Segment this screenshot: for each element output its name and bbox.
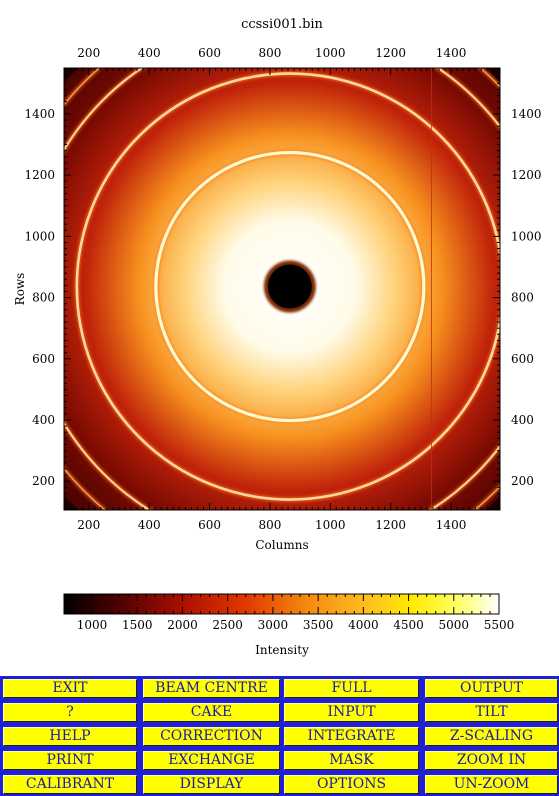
y-tick-label-left: 1200 bbox=[24, 168, 55, 182]
diffraction-image[interactable] bbox=[0, 0, 559, 676]
colorbar-tick-label: 5000 bbox=[439, 618, 470, 632]
x-tick-label-top: 1200 bbox=[375, 46, 406, 60]
command-button-panel: EXIT BEAM CENTRE FULL OUTPUT? CAKE INPUT TILT H… bbox=[0, 676, 559, 796]
y-tick-label-right: 200 bbox=[511, 474, 534, 488]
colorbar-tick-label: 2500 bbox=[212, 618, 243, 632]
y-tick-label-right: 1400 bbox=[511, 107, 542, 121]
x-tick-label-top: 400 bbox=[138, 46, 161, 60]
output-button[interactable]: OUTPUT bbox=[425, 679, 558, 698]
y-tick-label-right: 1000 bbox=[511, 229, 542, 243]
y-axis-label: Rows bbox=[13, 273, 27, 306]
print-button[interactable]: PRINT bbox=[3, 751, 137, 770]
tilt-button[interactable]: TILT bbox=[425, 703, 558, 722]
x-tick-label-bottom: 1400 bbox=[436, 518, 467, 532]
correction-button[interactable]: CORRECTION bbox=[143, 727, 280, 746]
integrate-button[interactable]: INTEGRATE bbox=[284, 727, 419, 746]
y-tick-label-left: 400 bbox=[32, 413, 55, 427]
colorbar-tick-label: 5500 bbox=[484, 618, 515, 632]
un-zoom-button[interactable]: UN-ZOOM bbox=[425, 775, 558, 794]
display-button[interactable]: DISPLAY bbox=[143, 775, 280, 794]
x-tick-label-top: 1000 bbox=[315, 46, 346, 60]
full-button[interactable]: FULL bbox=[284, 679, 419, 698]
x-tick-label-top: 800 bbox=[258, 46, 281, 60]
diffraction-ring bbox=[154, 150, 426, 423]
y-tick-label-left: 1000 bbox=[24, 229, 55, 243]
x-tick-label-top: 200 bbox=[77, 46, 100, 60]
diffraction-image-panel: ccssi001.bin 200 200 400 400 600 600 800 800 100… bbox=[0, 0, 559, 676]
x-tick-label-bottom: 1200 bbox=[375, 518, 406, 532]
colorbar-tick-label: 4000 bbox=[348, 618, 379, 632]
diffraction-ring bbox=[75, 72, 500, 501]
x-tick-label-bottom: 1000 bbox=[315, 518, 346, 532]
x-tick-label-bottom: 600 bbox=[198, 518, 221, 532]
masked-corner bbox=[64, 68, 78, 82]
y-tick-label-right: 400 bbox=[511, 413, 534, 427]
calibrant-button[interactable]: CALIBRANT bbox=[3, 775, 137, 794]
input-button[interactable]: INPUT bbox=[284, 703, 419, 722]
masked-corner bbox=[64, 496, 78, 510]
y-tick-label-left: 200 bbox=[32, 474, 55, 488]
help-button[interactable]: HELP bbox=[3, 727, 137, 746]
image-title: ccssi001.bin bbox=[241, 17, 323, 32]
mask-button[interactable]: MASK bbox=[284, 751, 419, 770]
colorbar-tick-label: 1000 bbox=[77, 618, 108, 632]
z-scaling-button[interactable]: Z-SCALING bbox=[425, 727, 558, 746]
x-tick-label-top: 600 bbox=[198, 46, 221, 60]
beam-centre-button[interactable]: BEAM CENTRE bbox=[143, 679, 280, 698]
x-axis-label: Columns bbox=[255, 538, 308, 552]
y-tick-label-right: 800 bbox=[511, 291, 534, 305]
cake-button[interactable]: CAKE bbox=[143, 703, 280, 722]
masked-corner bbox=[486, 68, 500, 82]
options-button[interactable]: OPTIONS bbox=[284, 775, 419, 794]
x-tick-label-bottom: 400 bbox=[138, 518, 161, 532]
colorbar-tick-label: 1500 bbox=[122, 618, 153, 632]
y-tick-label-left: 1400 bbox=[24, 107, 55, 121]
colorbar-tick-label: 4500 bbox=[393, 618, 424, 632]
colorbar-tick-label: 2000 bbox=[167, 618, 198, 632]
x-tick-label-bottom: 800 bbox=[258, 518, 281, 532]
masked-corner bbox=[486, 496, 500, 510]
image-axes: 200 200 400 400 600 600 800 800 1000 1000 1200 1200… bbox=[24, 46, 541, 532]
colorbar-tick-label: 3000 bbox=[258, 618, 289, 632]
colorbar-label: Intensity bbox=[255, 643, 309, 657]
colorbar: 1000 1500 2000 2500 3000 3500 4000 4500 5000 5500 bbox=[63, 593, 515, 632]
zoom-in-button[interactable]: ZOOM IN bbox=[425, 751, 558, 770]
x-tick-label-top: 1400 bbox=[436, 46, 467, 60]
colorbar-tick-label: 3500 bbox=[303, 618, 334, 632]
beam-stop bbox=[267, 264, 312, 309]
x-tick-label-bottom: 200 bbox=[77, 518, 100, 532]
y-tick-label-right: 1200 bbox=[511, 168, 542, 182]
exit-button[interactable]: EXIT bbox=[3, 679, 137, 698]
exchange-button[interactable]: EXCHANGE bbox=[143, 751, 280, 770]
question-help-button[interactable]: ? bbox=[3, 703, 137, 722]
y-tick-label-left: 600 bbox=[32, 352, 55, 366]
y-tick-label-right: 600 bbox=[511, 352, 534, 366]
y-tick-label-left: 800 bbox=[32, 291, 55, 305]
